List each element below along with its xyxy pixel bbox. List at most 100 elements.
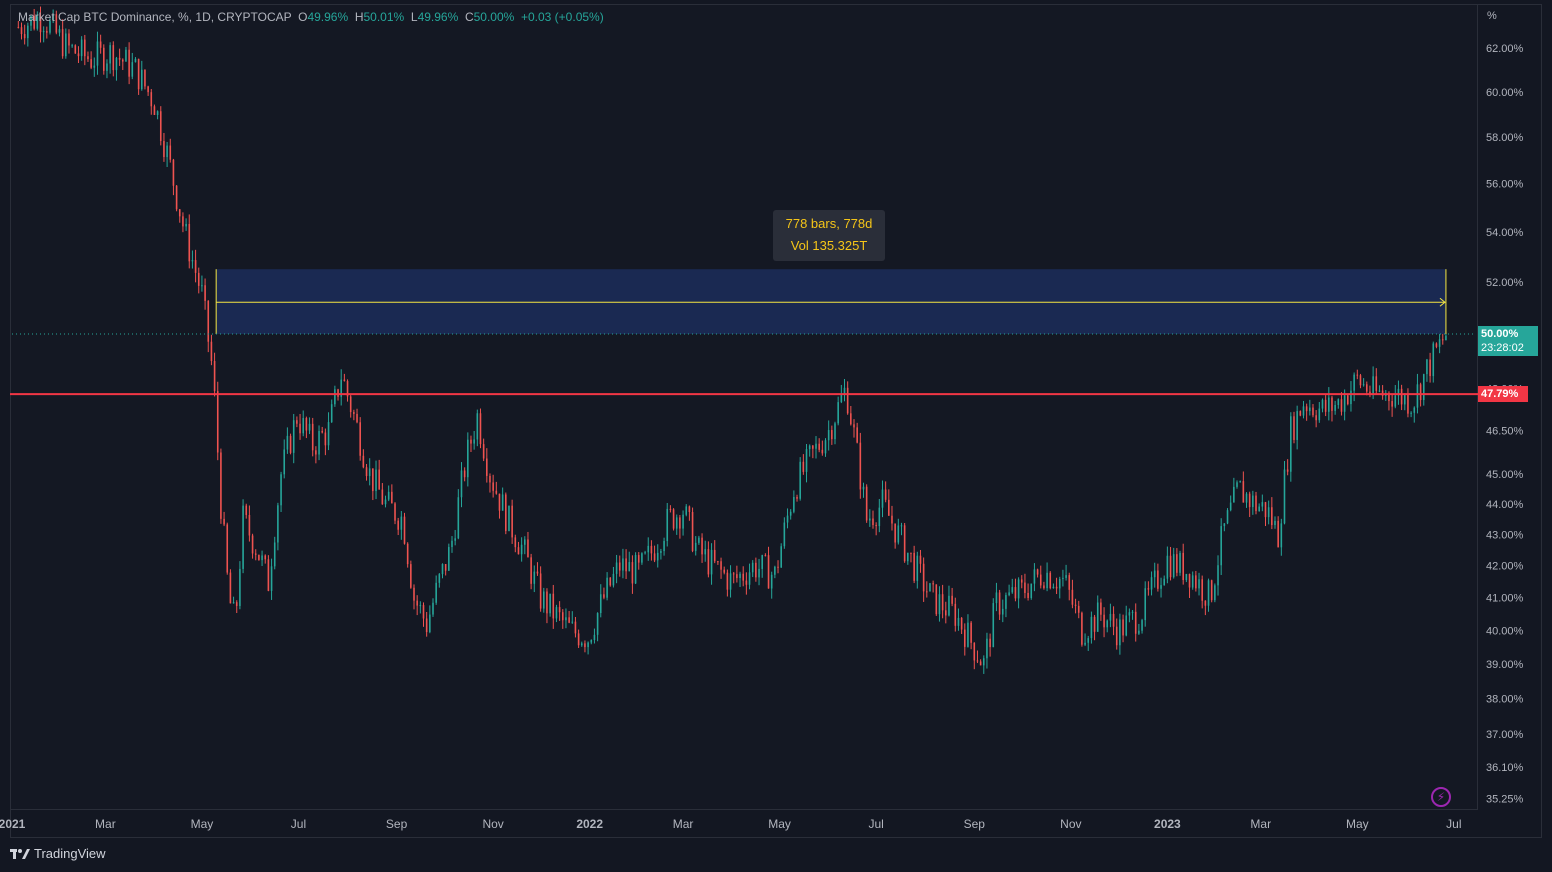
candle-body — [324, 432, 327, 446]
candle-body — [245, 505, 248, 515]
tradingview-logo[interactable]: TradingView — [10, 846, 106, 861]
candle-body — [321, 431, 324, 433]
candle-body — [1036, 569, 1039, 575]
candle-body — [555, 607, 558, 619]
lightning-icon[interactable]: ⚡ — [1431, 787, 1451, 807]
x-tick-label: Nov — [482, 817, 503, 831]
x-tick-label: 2023 — [1154, 817, 1181, 831]
time-axis[interactable] — [10, 810, 1542, 838]
candle-body — [356, 413, 358, 423]
candle-body — [1280, 523, 1283, 548]
candle-body — [533, 571, 536, 584]
y-tick-label: 42.00% — [1486, 561, 1524, 573]
candle-body — [1062, 577, 1064, 579]
candle-body — [1125, 615, 1128, 636]
candle-body — [1242, 481, 1245, 503]
tradingview-mark-icon — [10, 848, 30, 859]
chart-pane[interactable] — [10, 4, 1478, 810]
x-tick-label: May — [1346, 817, 1369, 831]
candle-body — [343, 379, 346, 382]
candle-body — [1438, 339, 1441, 347]
candle-body — [1267, 507, 1270, 518]
candle-body — [1410, 412, 1412, 414]
y-tick-label: 38.00% — [1486, 694, 1524, 706]
candle-body — [460, 470, 463, 498]
candle-body — [337, 389, 339, 397]
candle-body — [153, 106, 156, 116]
candle-body — [216, 391, 219, 453]
candle-body — [1274, 520, 1276, 526]
candle-body — [1128, 612, 1131, 616]
candle-body — [213, 360, 216, 392]
candle-body — [900, 525, 903, 527]
candle-body — [1090, 616, 1093, 639]
candle-body — [375, 469, 377, 492]
candle-body — [505, 494, 507, 532]
candle-body — [729, 573, 732, 590]
candle-body — [884, 489, 887, 500]
candle-body — [542, 591, 545, 609]
candle-body — [1030, 583, 1033, 598]
candle-body — [1400, 388, 1403, 405]
candle-body — [185, 223, 187, 227]
candle-body — [308, 423, 311, 431]
candle-body — [726, 572, 729, 590]
candle-body — [318, 431, 320, 455]
candle-body — [682, 514, 684, 529]
candle-body — [881, 489, 884, 508]
candle-body — [20, 27, 23, 35]
candle-body — [58, 29, 61, 33]
candle-body — [96, 41, 99, 66]
x-tick-label: May — [768, 817, 791, 831]
candle-body — [498, 493, 501, 511]
candle-body — [394, 503, 396, 521]
candle-body — [818, 443, 820, 450]
candle-body — [758, 568, 760, 578]
candle-body — [1343, 395, 1346, 412]
candle-body — [115, 57, 118, 71]
candle-body — [175, 185, 178, 210]
candle-body — [1375, 376, 1378, 391]
candle-body — [419, 605, 422, 607]
candle-body — [1039, 574, 1042, 586]
candle-body — [641, 553, 643, 563]
y-tick-labels: 62.00%60.00%58.00%56.00%54.00%52.00%50.0… — [1486, 43, 1524, 805]
candle-body — [1261, 502, 1264, 507]
candle-body — [387, 491, 390, 500]
legend-open: 49.96% — [307, 10, 349, 24]
candle-body — [850, 413, 852, 425]
price-axis[interactable] — [1478, 4, 1542, 810]
candle-body — [84, 39, 86, 57]
candle-body — [745, 580, 748, 585]
y-tick-label: 44.00% — [1486, 499, 1524, 511]
candle-body — [932, 583, 934, 585]
candle-body — [1365, 384, 1368, 392]
candle-body — [267, 559, 270, 591]
y-tick-label: 56.00% — [1486, 178, 1524, 190]
candle-body — [935, 584, 938, 615]
candle-body — [80, 39, 83, 57]
candle-body — [1248, 493, 1251, 508]
candle-body — [1074, 604, 1077, 606]
candle-body — [603, 594, 605, 598]
candle-body — [694, 542, 697, 551]
candle-body — [998, 592, 1001, 615]
x-tick-label: Mar — [1250, 817, 1271, 831]
candle-body — [1176, 554, 1178, 573]
candle-body — [1378, 390, 1381, 392]
candle-body — [1109, 613, 1112, 621]
candle-body — [628, 562, 631, 572]
candle-body — [1191, 575, 1194, 588]
candle-body — [1144, 588, 1147, 621]
x-tick-labels: 2021 Mar May Jul Sep Nov 2022 Mar May Jul Sep Nov 20… — [0, 817, 1462, 831]
candle-body — [1134, 611, 1137, 634]
candle-body — [663, 540, 665, 552]
candle-body — [1049, 572, 1052, 589]
candle-body — [580, 643, 583, 646]
candle-body — [242, 505, 244, 569]
candle-body — [527, 539, 529, 558]
candle-body — [948, 595, 950, 616]
candle-body — [799, 461, 801, 499]
candle-body — [451, 540, 453, 548]
candle-body — [1169, 555, 1172, 578]
